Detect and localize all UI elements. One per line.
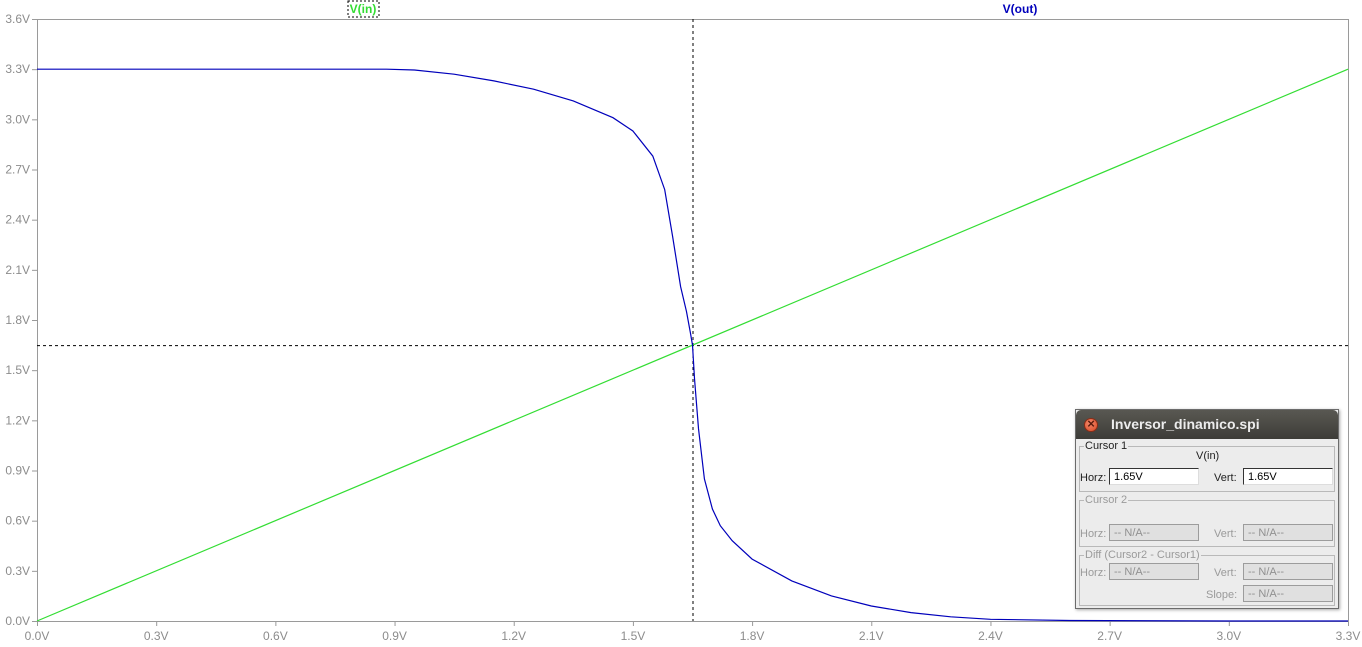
x-axis-ticks: 0.0V 0.3V 0.6V 0.9V 1.2V 1.5V 1.8V 2.1V 2.4V 2.7V… [25, 621, 1361, 643]
y-tick-label: 2.1V [5, 263, 30, 277]
plot-traces [36, 68, 1349, 622]
y-tick-label: 3.3V [5, 62, 30, 76]
y-axis-ticks: 0.0V 0.3V 0.6V 0.9V 1.2V 1.5V 1.8V 2.1V 2.4V 2.7V… [5, 12, 37, 628]
diff-slope-field: -- N/A-- [1243, 585, 1333, 602]
diff-slope-label: Slope: [1206, 589, 1238, 601]
diff-legend: Diff (Cursor2 - Cursor1) [1085, 549, 1200, 561]
y-tick-label: 0.3V [5, 564, 30, 578]
y-tick-label: 2.4V [5, 213, 30, 227]
cursor1-group: Cursor 1 [1079, 441, 1335, 492]
cursor1-horz-field[interactable]: 1.65V [1109, 468, 1199, 485]
trace-vout [37, 68, 1348, 622]
diff-horz-field: -- N/A-- [1109, 563, 1199, 580]
trace-label-vin[interactable]: V(in) [350, 2, 377, 16]
y-tick-label: 3.0V [5, 112, 30, 126]
cursor2-legend: Cursor 2 [1085, 494, 1128, 506]
diff-horz-label: Horz: [1080, 567, 1107, 579]
cursor1-vert-label: Vert: [1214, 472, 1237, 484]
vin-label-selection-box [347, 0, 380, 18]
x-tick-label: 0.3V [144, 629, 169, 643]
y-tick-label: 2.7V [5, 163, 30, 177]
close-icon[interactable] [1084, 416, 1098, 432]
cursor2-vert-label: Vert: [1214, 528, 1237, 540]
cursor-dialog[interactable]: Inversor_dinamico.spi Cursor 1 V(in) Hor… [1075, 409, 1339, 609]
diff-vert-label: Vert: [1214, 567, 1237, 579]
cursor2-vert-field: -- N/A-- [1243, 524, 1333, 541]
cursor1-vert-field[interactable]: 1.65V [1243, 468, 1333, 485]
x-tick-label: 2.7V [1097, 629, 1122, 643]
x-tick-label: 0.9V [382, 629, 407, 643]
y-tick-label: 3.6V [5, 12, 30, 26]
x-tick-label: 1.5V [621, 629, 646, 643]
x-tick-label: 2.4V [978, 629, 1003, 643]
x-tick-label: 1.2V [501, 629, 526, 643]
x-tick-label: 3.0V [1216, 629, 1241, 643]
trace-label-vout[interactable]: V(out) [1003, 2, 1038, 16]
cursor1-horz-label: Horz: [1080, 472, 1107, 484]
x-tick-label: 2.1V [859, 629, 884, 643]
y-tick-label: 1.2V [5, 413, 30, 427]
cursor1-legend: Cursor 1 [1085, 440, 1128, 452]
x-tick-label: 0.6V [263, 629, 288, 643]
dialog-title: Inversor_dinamico.spi [1111, 416, 1260, 432]
cursor2-horz-field: -- N/A-- [1109, 524, 1199, 541]
y-tick-label: 0.6V [5, 514, 30, 528]
y-tick-label: 1.8V [5, 313, 30, 327]
y-tick-label: 1.5V [5, 363, 30, 377]
y-tick-label: 0.0V [5, 614, 30, 628]
x-tick-label: 3.3V [1336, 629, 1361, 643]
diff-vert-field: -- N/A-- [1243, 563, 1333, 580]
diff-group: Diff (Cursor2 - Cursor1) [1079, 550, 1335, 606]
y-tick-label: 0.9V [5, 464, 30, 478]
cursor2-group: Cursor 2 [1079, 495, 1335, 547]
x-tick-label: 1.8V [740, 629, 765, 643]
cursor2-horz-label: Horz: [1080, 528, 1107, 540]
dialog-title-bar[interactable]: Inversor_dinamico.spi [1076, 410, 1338, 439]
x-tick-label: 0.0V [25, 629, 50, 643]
cursor1-trace-name: V(in) [1196, 450, 1220, 462]
